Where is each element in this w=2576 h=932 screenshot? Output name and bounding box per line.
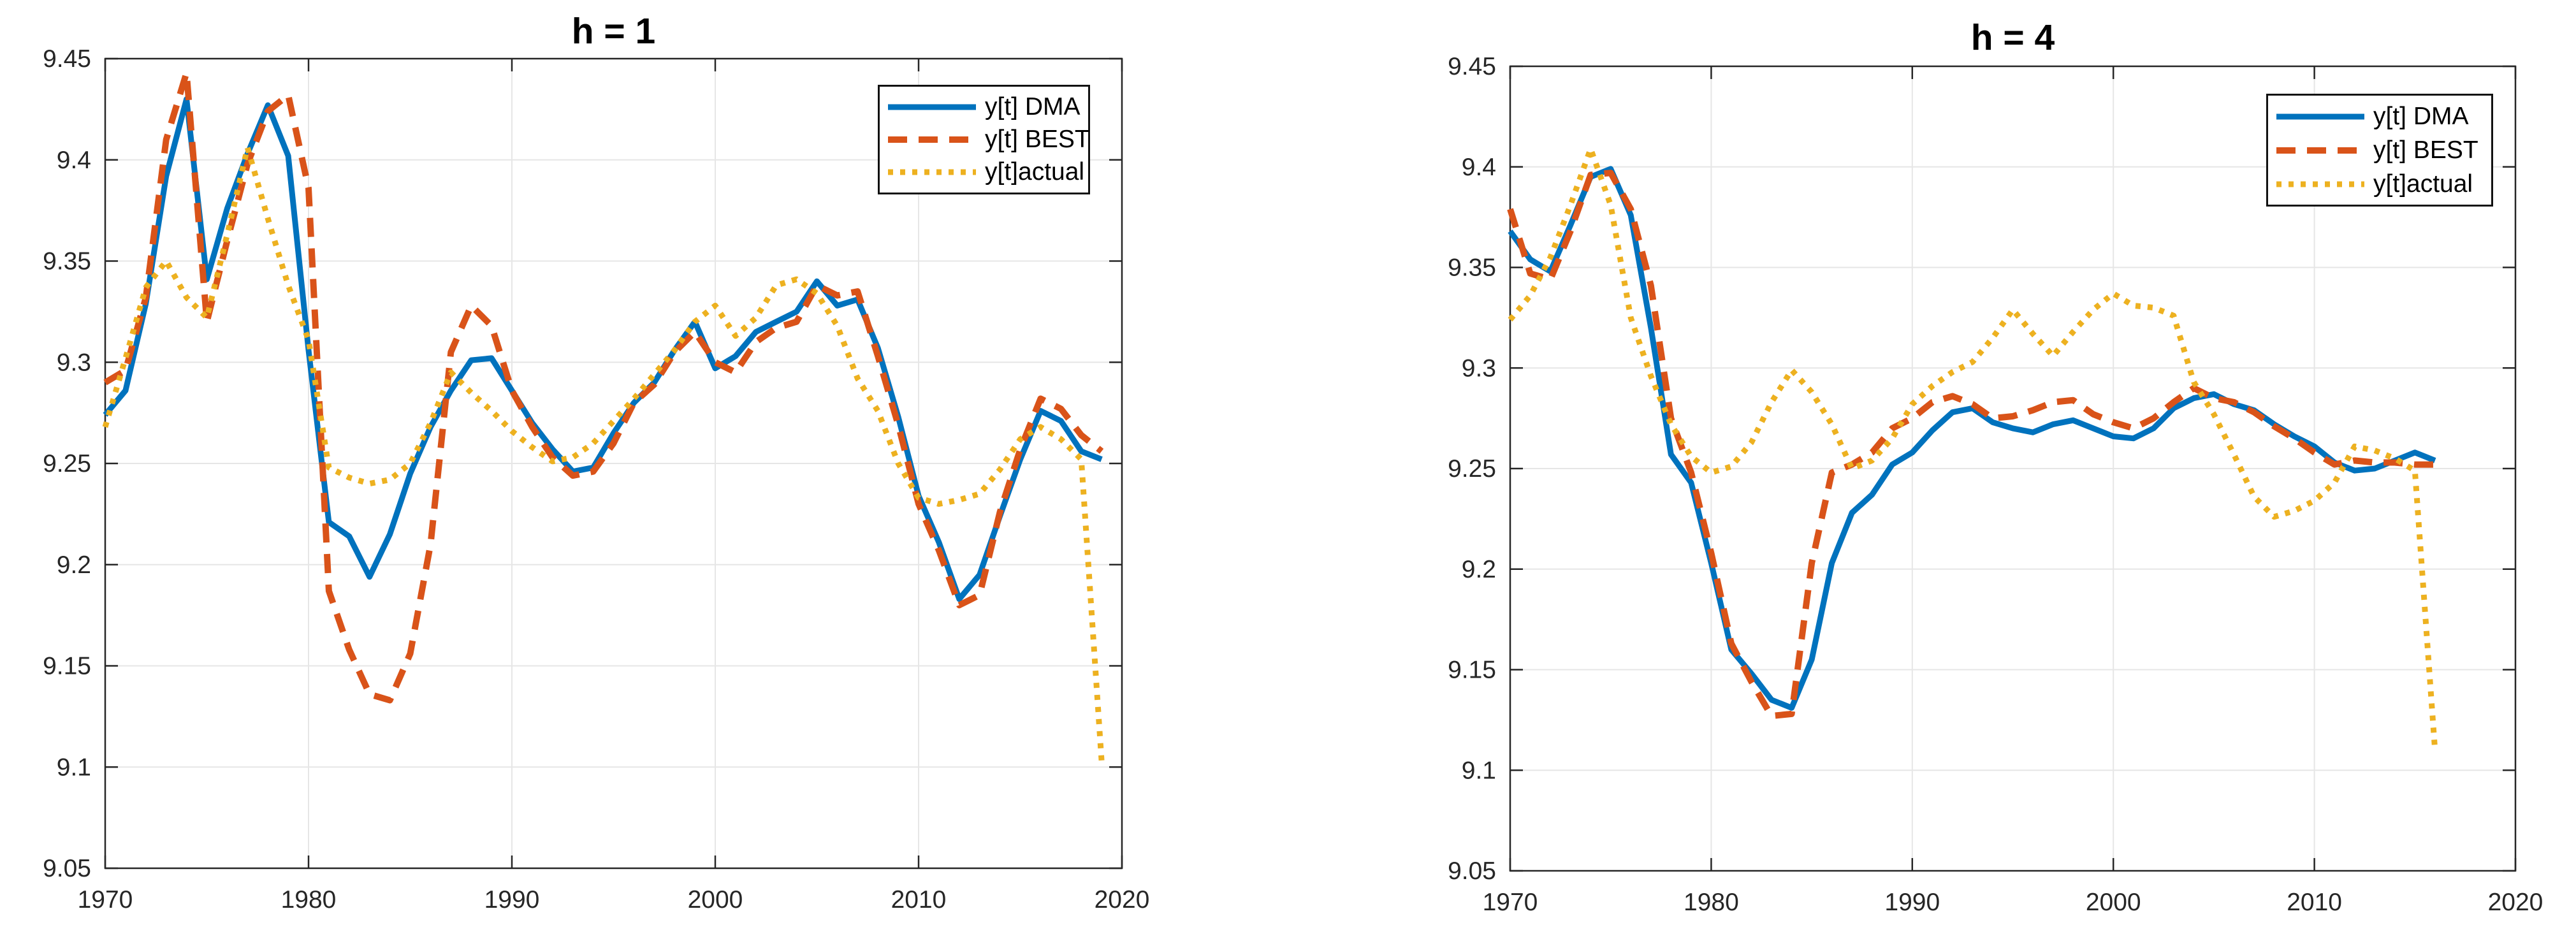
- y-tick-label: 9.15: [43, 653, 91, 680]
- y-tick-label: 9.35: [43, 248, 91, 275]
- x-tick-label: 2020: [2488, 889, 2543, 916]
- legend-entry-actual: y[t]actual: [2276, 168, 2491, 200]
- legend-label: y[t] BEST: [2373, 136, 2478, 164]
- legend-h1: y[t] DMA y[t] BEST y[t]actual: [878, 85, 1090, 194]
- y-tick-label: 9.25: [1448, 455, 1496, 483]
- legend-line-dashed-icon: [888, 136, 976, 143]
- plot-area-h4: 1970 1980 1990 2000 2010 2020 9.05 9.1 9.15 9.2 9.…: [1448, 53, 2543, 916]
- y-tick-label: 9.05: [1448, 857, 1496, 885]
- legend-label: y[t]actual: [2373, 170, 2473, 198]
- series-line-y-t-best: [1507, 170, 2435, 720]
- y-tick-label: 9.1: [57, 754, 91, 781]
- legend-label: y[t] BEST: [985, 125, 1090, 153]
- y-tick-label: 9.45: [1448, 53, 1496, 80]
- y-tick-label: 9.2: [57, 551, 91, 579]
- chart-title-h1: h = 1: [571, 11, 656, 52]
- legend-line-solid-icon: [888, 104, 976, 110]
- series-line-y-t-actual: [102, 145, 1105, 762]
- legend-line-dotted-icon: [2276, 181, 2364, 187]
- legend-entry-dma: y[t] DMA: [2276, 101, 2491, 133]
- y-tick-label: 9.4: [57, 147, 91, 174]
- y-tick-label: 9.05: [43, 855, 91, 882]
- series-line-y-t-actual: [1508, 145, 2438, 751]
- series-line-y-t-dma: [103, 96, 1103, 602]
- y-tick-label: 9.25: [43, 450, 91, 477]
- y-tick-label: 9.1: [1462, 757, 1496, 784]
- legend-label: y[t] DMA: [2373, 102, 2469, 130]
- tick-marks: [104, 57, 1123, 870]
- y-tick-label: 9.4: [1462, 154, 1496, 181]
- legend-line-dotted-icon: [888, 169, 976, 175]
- series-line-y-t-dma: [1508, 166, 2436, 711]
- series-line-y-t-best: [103, 69, 1104, 704]
- legend-label: y[t] DMA: [985, 92, 1081, 120]
- x-tick-label: 1990: [1884, 889, 1940, 916]
- legend-h4: y[t] DMA y[t] BEST y[t]actual: [2266, 94, 2493, 207]
- x-tick-label: 1980: [1684, 889, 1739, 916]
- legend-label: y[t]actual: [985, 158, 1085, 186]
- legend-line-dashed-icon: [2276, 147, 2364, 154]
- legend-entry-actual: y[t]actual: [888, 156, 1088, 188]
- legend-entry-dma: y[t] DMA: [888, 91, 1088, 123]
- x-tick-label: 2000: [688, 886, 743, 914]
- y-tick-label: 9.35: [1448, 254, 1496, 282]
- chart-title-h4: h = 4: [1970, 17, 2055, 58]
- y-tick-label: 9.2: [1462, 556, 1496, 583]
- axis-tick-labels: 1970 1980 1990 2000 2010 2020 9.05 9.1 9.15 9.2 9.…: [1448, 53, 2543, 916]
- x-tick-label: 2010: [891, 886, 947, 914]
- x-tick-label: 1990: [484, 886, 540, 914]
- x-tick-label: 1980: [281, 886, 337, 914]
- axis-tick-labels: 1970 1980 1990 2000 2010 2020 9.05 9.1 9.15 9.2 9.…: [43, 45, 1149, 914]
- x-tick-label: 2010: [2287, 889, 2342, 916]
- x-tick-label: 1970: [78, 886, 133, 914]
- tick-marks: [1509, 65, 2517, 872]
- y-tick-label: 9.3: [1462, 354, 1496, 382]
- y-tick-label: 9.3: [57, 349, 91, 376]
- y-tick-label: 9.45: [43, 45, 91, 73]
- legend-entry-best: y[t] BEST: [2276, 135, 2491, 166]
- x-tick-label: 2000: [2086, 889, 2141, 916]
- y-tick-label: 9.15: [1448, 657, 1496, 684]
- legend-entry-best: y[t] BEST: [888, 124, 1090, 156]
- legend-line-solid-icon: [2276, 113, 2364, 119]
- x-tick-label: 1970: [1483, 889, 1538, 916]
- x-tick-label: 2020: [1095, 886, 1150, 914]
